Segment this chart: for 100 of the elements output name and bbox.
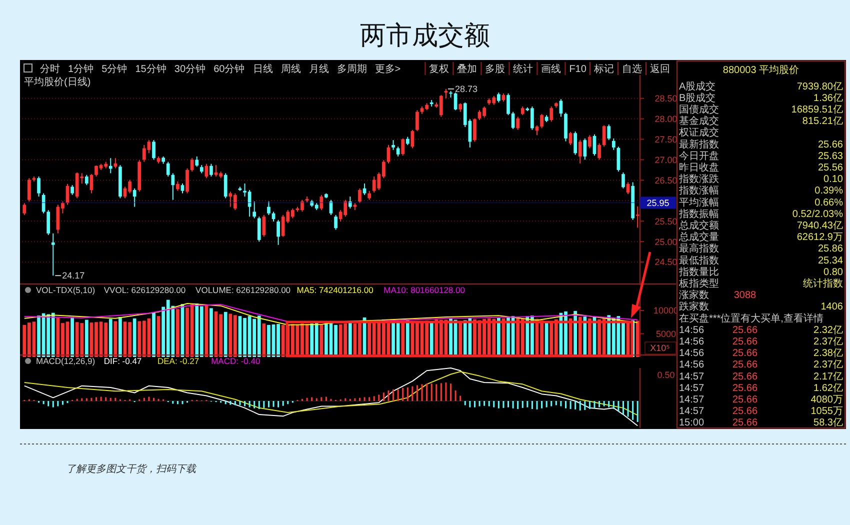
category-label: 25.66	[732, 360, 758, 371]
text: 2.38亿	[814, 348, 843, 360]
text: VVOL: 626129280.00	[104, 285, 186, 295]
category-label: 总成交量	[678, 231, 719, 244]
category-label: 指数涨跌	[678, 173, 719, 186]
category-label: 总成交额	[678, 220, 719, 232]
candlestick	[180, 182, 184, 194]
category-label: A股成交	[679, 80, 716, 92]
candlestick	[114, 158, 118, 169]
category-label: 周线	[280, 63, 301, 75]
candlestick	[598, 142, 601, 160]
category-label: 25.66	[732, 418, 758, 429]
candlestick	[401, 138, 405, 156]
text: 统计	[513, 64, 534, 75]
y-tick-label: 28.50	[654, 93, 678, 104]
candlestick	[392, 140, 395, 150]
category-label: 多周期	[336, 63, 367, 75]
text: 复权	[429, 64, 450, 75]
candlestick	[636, 206, 640, 228]
y-tick-label: 28.00	[654, 114, 678, 124]
candlestick	[85, 174, 88, 186]
category-label: B股成交	[679, 92, 716, 104]
candlestick	[37, 176, 40, 198]
text: 标记	[594, 64, 614, 75]
text: 1055万	[810, 406, 843, 418]
category-label: 25.66	[732, 371, 758, 382]
bar	[210, 308, 213, 357]
text: 7940.43亿	[796, 220, 843, 232]
text: 0.10	[824, 174, 843, 186]
text: 多股	[485, 64, 506, 75]
category-label: 15:00	[679, 418, 704, 429]
candlestick	[171, 172, 175, 200]
bar	[636, 320, 640, 357]
text: DIF: -0.47	[104, 356, 142, 366]
category-label: 指数涨幅	[678, 184, 719, 197]
category-label: 日线	[252, 63, 273, 75]
text: 叠加	[457, 64, 478, 75]
category-label: 最高指数	[679, 242, 719, 255]
chart-title: 两市成交额	[360, 20, 490, 50]
category-label: 5分钟	[102, 63, 128, 75]
text: 7939.80亿	[796, 81, 843, 92]
candlestick	[46, 210, 50, 236]
category-label: 指数振幅	[678, 208, 719, 220]
candlestick	[607, 124, 611, 141]
category-label: 25.66	[732, 324, 758, 336]
bar	[281, 324, 285, 357]
category-label: 60分钟	[214, 63, 245, 75]
candlestick	[320, 194, 324, 211]
text: DEA: -0.27	[157, 356, 200, 366]
text: VOL-TDX(5,10)	[36, 285, 96, 295]
category-label: 权证成交	[678, 126, 719, 139]
candlestick	[588, 134, 592, 149]
candlestick	[454, 92, 458, 111]
text: 58.3亿	[814, 418, 843, 429]
y-tick-label: 27.00	[654, 154, 678, 165]
category-label: 14:56	[679, 360, 704, 371]
ref-line-label: 25.95	[646, 198, 670, 208]
text: 815.21亿	[802, 116, 843, 128]
candlestick	[568, 131, 572, 146]
candlestick	[176, 180, 180, 192]
text: VOLUME: 626129280.00	[196, 285, 291, 295]
annotation: 28.73	[454, 84, 478, 94]
bar	[152, 312, 156, 357]
category-label: 25.66	[732, 406, 758, 418]
category-label: 25.66	[732, 336, 758, 348]
candlestick	[334, 214, 338, 230]
category-label: 25.66	[732, 348, 758, 360]
category-label: 15分钟	[135, 63, 166, 75]
text: 25.56	[818, 162, 843, 174]
text: 0.66%	[814, 197, 843, 208]
text: 统计指数	[803, 278, 843, 290]
chart-subtitle: 平均股价(日线)	[24, 76, 91, 88]
category-label: 14:56	[679, 336, 704, 348]
text: 0.50	[657, 370, 675, 380]
text: 返回	[650, 64, 670, 75]
candlestick	[252, 200, 256, 219]
candlestick	[276, 219, 280, 246]
candlestick	[362, 182, 366, 196]
candlestick	[612, 138, 616, 150]
text: 0.52/2.03%	[792, 208, 843, 220]
candlestick	[386, 144, 390, 164]
bar	[118, 317, 122, 357]
y-tick-label: 26.50	[654, 175, 678, 186]
text: 62612.9万	[796, 232, 843, 244]
text: 25.63	[818, 150, 843, 162]
text: 880003 平均股价	[722, 64, 800, 76]
category-label: 14:56	[679, 324, 704, 336]
candlestick	[210, 163, 213, 178]
category-label: 昨日收盘	[679, 162, 719, 174]
text: 0.80	[824, 266, 843, 278]
candlestick	[28, 178, 31, 202]
bar	[224, 312, 228, 357]
candlestick	[497, 92, 500, 103]
text: 了解更多图文干货，扫码下载	[66, 463, 197, 475]
category-label: 最低指数	[679, 254, 719, 266]
category-label: 月线	[308, 63, 329, 75]
candlestick	[602, 124, 606, 148]
category-label: 14:57	[679, 382, 704, 394]
candlestick	[51, 232, 55, 276]
candlestick	[166, 161, 170, 178]
